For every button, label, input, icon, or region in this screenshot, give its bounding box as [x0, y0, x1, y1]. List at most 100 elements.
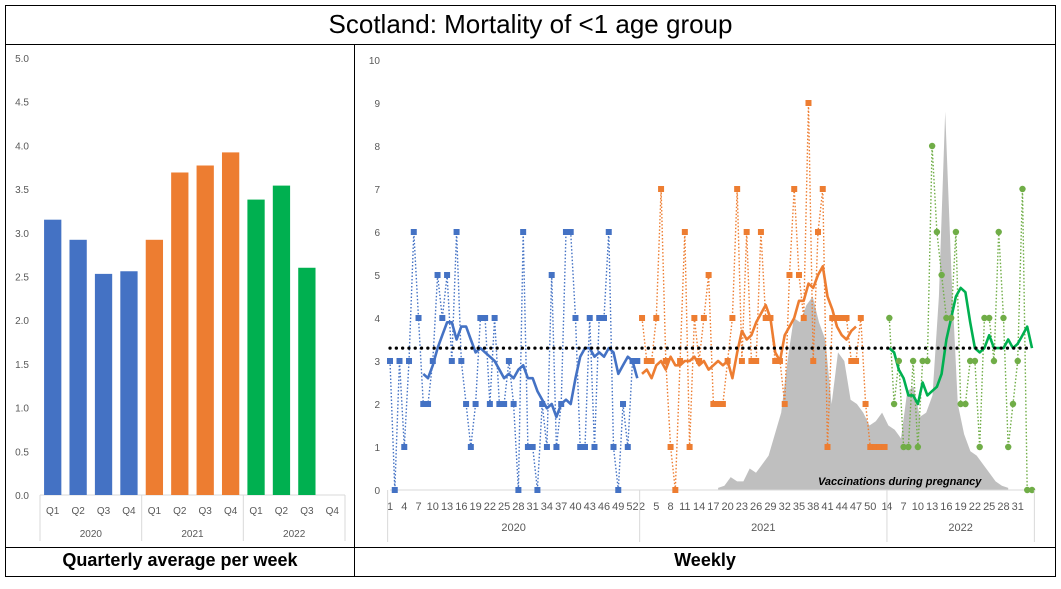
point-2020 — [429, 358, 436, 364]
point-2020 — [448, 358, 455, 364]
y-tick-label: 10 — [369, 56, 381, 67]
bar-q3-2020 — [94, 273, 113, 495]
bar-q1-2021 — [145, 239, 164, 495]
point-2020 — [406, 358, 413, 364]
point-2021 — [662, 358, 669, 364]
bar-q1-2020 — [44, 219, 62, 495]
x-tick-label: 31 — [1012, 501, 1024, 513]
point-2020 — [501, 401, 508, 407]
point-2021 — [762, 315, 769, 321]
y-tick-label: 5 — [374, 271, 380, 282]
point-2020 — [420, 401, 427, 407]
point-2021 — [653, 315, 660, 321]
point-2022 — [886, 314, 893, 322]
y-tick-label: 1 — [374, 443, 380, 454]
point-2021 — [791, 186, 798, 192]
point-2020 — [458, 358, 465, 364]
point-2020 — [629, 358, 636, 364]
point-2020 — [482, 315, 489, 321]
x-tick-label: Q4 — [326, 506, 340, 517]
point-2020 — [391, 487, 398, 493]
x-tick-label: 8 — [668, 501, 674, 513]
weekly-line-2021 — [641, 102, 885, 491]
right-caption: Weekly — [674, 550, 736, 570]
point-2020 — [434, 272, 441, 278]
point-2021 — [853, 358, 860, 364]
x-tick-label: 7 — [415, 501, 421, 513]
x-tick-label: 13 — [441, 501, 453, 513]
point-2021 — [691, 315, 698, 321]
y-tick-label: 1.0 — [15, 404, 29, 415]
x-tick-label: 2 — [639, 501, 645, 513]
point-2021 — [881, 444, 888, 450]
point-2022 — [919, 357, 926, 365]
point-2021 — [748, 358, 755, 364]
point-2020 — [505, 358, 512, 364]
point-2021 — [753, 358, 760, 364]
point-2022 — [1009, 400, 1017, 408]
point-2020 — [401, 444, 408, 450]
x-tick-label: 40 — [569, 501, 581, 513]
x-tick-label: Q1 — [46, 506, 60, 517]
point-2022 — [943, 314, 950, 322]
x-tick-label: 34 — [541, 501, 553, 513]
point-2020 — [601, 315, 607, 321]
point-2020 — [596, 315, 603, 321]
point-2022 — [909, 357, 917, 365]
y-tick-label: 4 — [374, 314, 380, 325]
point-2020 — [467, 444, 474, 450]
point-2020 — [520, 229, 527, 235]
x-tick-label: 19 — [955, 501, 967, 513]
point-2020 — [496, 401, 503, 407]
x-tick-label: 10 — [912, 501, 924, 513]
bar-q3-2021 — [196, 165, 214, 495]
point-2020 — [634, 358, 641, 364]
y-tick-label: 4.0 — [15, 141, 29, 152]
x-tick-label: 19 — [469, 501, 481, 513]
group-label: 2022 — [283, 529, 306, 540]
point-2020 — [548, 272, 555, 278]
x-tick-label: 32 — [779, 501, 791, 513]
x-tick-label: 17 — [707, 501, 719, 513]
bar-q2-2020 — [69, 239, 87, 495]
y-tick-label: 2.5 — [15, 273, 29, 284]
point-2021 — [838, 315, 845, 321]
y-tick-label: 3.0 — [15, 229, 29, 240]
vaccination-area — [718, 111, 1009, 490]
point-2022 — [938, 271, 945, 279]
point-2021 — [700, 315, 707, 321]
point-2020 — [463, 401, 470, 407]
point-2020 — [572, 315, 579, 321]
x-tick-label: 47 — [850, 501, 862, 513]
point-2020 — [425, 401, 432, 407]
point-2022 — [995, 228, 1002, 236]
point-2022 — [890, 400, 898, 408]
point-2021 — [767, 315, 774, 321]
y-tick-label: 0.0 — [15, 491, 29, 502]
y-tick-label: 3.5 — [15, 185, 29, 196]
x-tick-label: Q3 — [300, 506, 314, 517]
y-tick-label: 9 — [374, 99, 380, 110]
point-2022 — [976, 443, 983, 451]
point-2022 — [905, 443, 912, 451]
vaccination-annotation: Vaccinations during pregnancy — [818, 476, 982, 488]
point-2020 — [534, 487, 541, 493]
point-2021 — [843, 315, 850, 321]
point-2021 — [776, 358, 783, 364]
x-tick-label: 1 — [387, 501, 393, 513]
point-2020 — [591, 444, 598, 450]
point-2021 — [757, 229, 764, 235]
point-2022 — [971, 357, 979, 365]
point-2022 — [947, 314, 955, 322]
point-2021 — [672, 487, 679, 493]
point-2021 — [658, 186, 665, 192]
y-tick-label: 5.0 — [15, 54, 29, 65]
point-2020 — [577, 444, 584, 450]
y-tick-label: 8 — [374, 142, 380, 153]
point-2020 — [472, 401, 479, 407]
point-2021 — [857, 315, 864, 321]
x-tick-label: 29 — [764, 501, 776, 513]
x-tick-label: 13 — [926, 501, 938, 513]
point-2021 — [686, 444, 693, 450]
